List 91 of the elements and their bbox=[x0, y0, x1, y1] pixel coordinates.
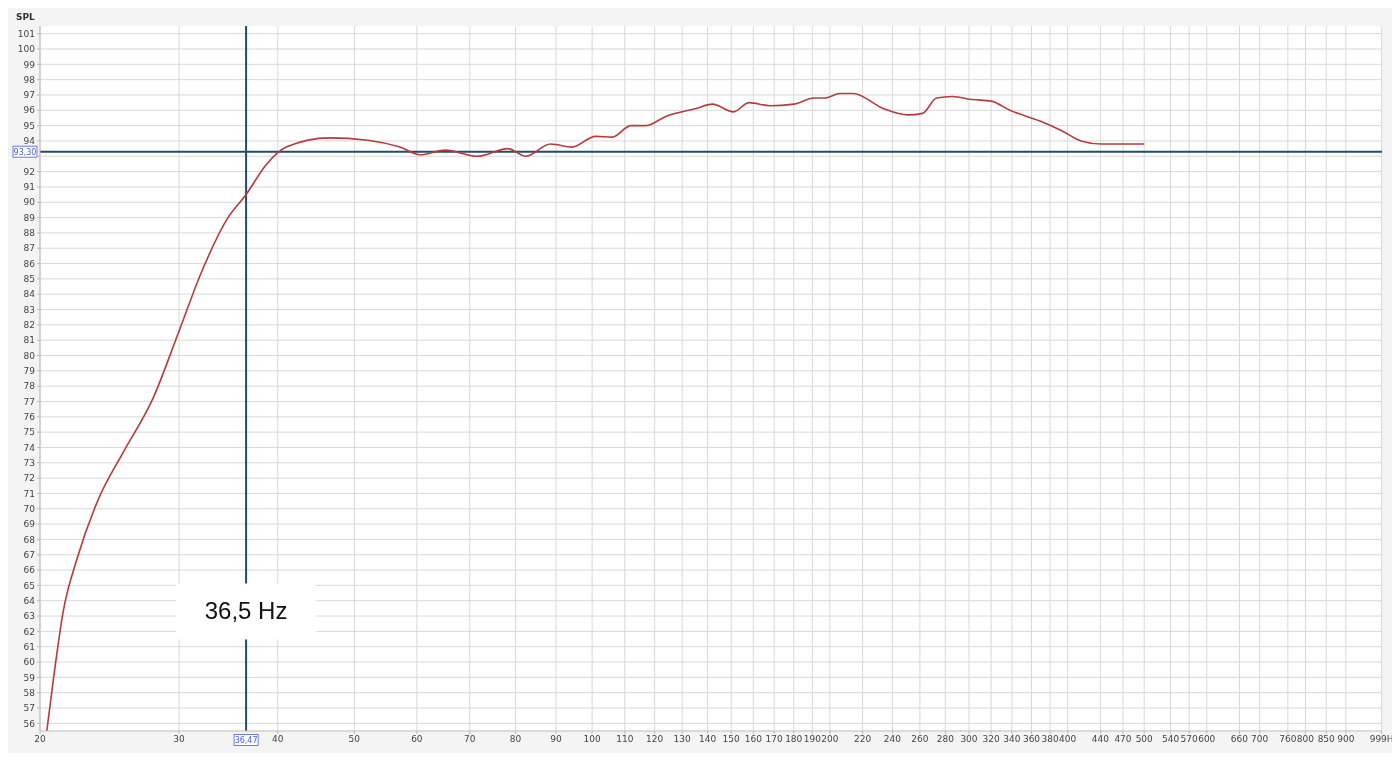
x-tick-label: 40 bbox=[272, 734, 284, 745]
y-tick-label: 82 bbox=[23, 320, 35, 331]
y-tick-label: 80 bbox=[23, 350, 36, 361]
y-tick-label: 95 bbox=[23, 120, 35, 131]
x-tick-label: 850 bbox=[1317, 734, 1336, 745]
y-tick-label: 87 bbox=[23, 243, 35, 254]
y-tick-label: 57 bbox=[23, 703, 35, 714]
y-tick-label: 75 bbox=[23, 427, 35, 438]
y-tick-label: 77 bbox=[23, 396, 35, 407]
y-tick-label: 58 bbox=[23, 687, 36, 698]
y-tick-label: 59 bbox=[23, 672, 36, 683]
y-tick-label: 79 bbox=[23, 366, 36, 377]
y-tick-label: 74 bbox=[23, 442, 36, 453]
x-tick-label: 470 bbox=[1114, 734, 1132, 745]
ref-line-label: 93,30 bbox=[13, 147, 37, 157]
x-tick-label: 80 bbox=[509, 734, 522, 745]
x-tick-label: 540 bbox=[1162, 734, 1180, 745]
y-tick-label: 65 bbox=[23, 580, 35, 591]
y-axis-title: SPL bbox=[16, 12, 36, 22]
x-tick-label: 760 bbox=[1279, 734, 1297, 745]
x-tick-label: 160 bbox=[744, 734, 763, 745]
x-tick-label: 70 bbox=[464, 734, 476, 745]
y-tick-label: 96 bbox=[23, 105, 36, 116]
y-tick-label: 100 bbox=[17, 44, 36, 55]
y-tick-label: 66 bbox=[23, 565, 36, 576]
x-tick-label: 180 bbox=[785, 734, 803, 745]
x-tick-label: 400 bbox=[1059, 734, 1077, 745]
x-tick-label: 220 bbox=[853, 734, 872, 745]
y-tick-label: 99 bbox=[23, 59, 36, 70]
y-tick-label: 92 bbox=[23, 166, 35, 177]
x-tick-label: 360 bbox=[1022, 734, 1041, 745]
y-tick-label: 62 bbox=[23, 626, 35, 637]
y-tick-label: 71 bbox=[23, 488, 35, 499]
y-tick-label: 61 bbox=[23, 641, 35, 652]
x-tick-label: 190 bbox=[803, 734, 822, 745]
y-tick-label: 78 bbox=[23, 381, 36, 392]
x-tick-label: 660 bbox=[1230, 734, 1249, 745]
y-tick-label: 101 bbox=[17, 28, 35, 39]
x-tick-label: 90 bbox=[550, 734, 562, 745]
y-tick-label: 63 bbox=[23, 611, 35, 622]
y-tick-label: 69 bbox=[23, 519, 36, 530]
y-tick-label: 56 bbox=[23, 718, 36, 729]
y-tick-label: 73 bbox=[23, 457, 35, 468]
x-tick-label: 500 bbox=[1135, 734, 1154, 745]
x-tick-label: 600 bbox=[1198, 734, 1216, 745]
y-tick-label: 68 bbox=[23, 534, 36, 545]
x-tick-label: 130 bbox=[673, 734, 691, 745]
x-tick-label: 700 bbox=[1251, 734, 1269, 745]
y-tick-label: 64 bbox=[23, 595, 36, 606]
x-tick-label: 60 bbox=[411, 734, 423, 745]
y-tick-label: 98 bbox=[23, 74, 36, 85]
y-tick-label: 70 bbox=[23, 503, 36, 514]
x-tick-label: 100 bbox=[583, 734, 601, 745]
x-tick-label: 240 bbox=[883, 734, 902, 745]
x-tick-label: 320 bbox=[982, 734, 1000, 745]
ref-line-label: 36,47 bbox=[234, 736, 258, 745]
y-tick-label: 81 bbox=[23, 335, 35, 346]
x-tick-label: 900 bbox=[1337, 734, 1355, 745]
x-tick-label: 50 bbox=[348, 734, 361, 745]
x-tick-label: 440 bbox=[1091, 734, 1110, 745]
x-tick-label: 170 bbox=[765, 734, 783, 745]
y-tick-label: 89 bbox=[23, 212, 36, 223]
x-tick-label: 300 bbox=[960, 734, 978, 745]
y-tick-label: 88 bbox=[23, 228, 36, 239]
x-tick-label: 110 bbox=[616, 734, 634, 745]
y-tick-label: 91 bbox=[23, 182, 35, 193]
y-tick-label: 84 bbox=[23, 289, 36, 300]
y-tick-label: 60 bbox=[23, 657, 36, 668]
x-tick-label: 999H bbox=[1369, 734, 1394, 745]
x-tick-label: 800 bbox=[1296, 734, 1315, 745]
x-tick-label: 340 bbox=[1003, 734, 1021, 745]
x-tick-label: 200 bbox=[821, 734, 839, 745]
x-tick-label: 120 bbox=[646, 734, 664, 745]
y-tick-label: 86 bbox=[23, 258, 36, 269]
y-tick-label: 90 bbox=[23, 197, 36, 208]
x-tick-label: 140 bbox=[698, 734, 717, 745]
y-tick-label: 97 bbox=[23, 90, 35, 101]
y-tick-label: 94 bbox=[23, 136, 36, 147]
y-tick-label: 76 bbox=[23, 412, 36, 423]
y-tick-label: 83 bbox=[23, 304, 35, 315]
x-tick-label: 280 bbox=[936, 734, 955, 745]
y-tick-label: 85 bbox=[23, 274, 35, 285]
x-tick-label: 30 bbox=[173, 734, 186, 745]
x-tick-label: 260 bbox=[911, 734, 929, 745]
x-tick-label: 380 bbox=[1041, 734, 1059, 745]
annotation: 36,5 Hz bbox=[204, 597, 288, 625]
x-tick-label: 570 bbox=[1180, 734, 1199, 745]
y-tick-label: 67 bbox=[23, 549, 35, 560]
x-tick-label: 20 bbox=[34, 734, 46, 745]
x-tick-label: 150 bbox=[722, 734, 741, 745]
y-tick-label: 72 bbox=[23, 473, 35, 484]
